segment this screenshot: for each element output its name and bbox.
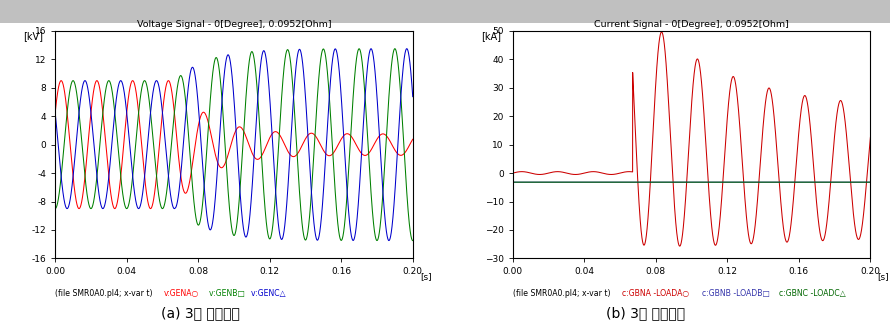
Text: (file SMR0A0.pl4; x-var t): (file SMR0A0.pl4; x-var t) (513, 289, 615, 298)
Text: [kA]: [kA] (481, 31, 501, 41)
Text: (b) 3상 전류신호: (b) 3상 전류신호 (606, 306, 684, 320)
Text: v:GENC△: v:GENC△ (247, 289, 286, 298)
Text: (a) 3상 전압신호: (a) 3상 전압신호 (161, 306, 239, 320)
Text: [s]: [s] (878, 272, 889, 281)
Text: [s]: [s] (420, 272, 432, 281)
Text: c:GBNA -LOADA○: c:GBNA -LOADA○ (622, 289, 689, 298)
Text: c:GBNB -LOADB□: c:GBNB -LOADB□ (697, 289, 770, 298)
Text: v:GENA○: v:GENA○ (165, 289, 199, 298)
Text: v:GENB□: v:GENB□ (204, 289, 245, 298)
Text: (file SMR0A0.pl4; x-var t): (file SMR0A0.pl4; x-var t) (55, 289, 158, 298)
Text: [kV]: [kV] (23, 31, 43, 41)
Text: c:GBNC -LOADC△: c:GBNC -LOADC△ (774, 289, 845, 298)
Title: Current Signal - 0[Degree], 0.0952[Ohm]: Current Signal - 0[Degree], 0.0952[Ohm] (595, 20, 789, 29)
Title: Voltage Signal - 0[Degree], 0.0952[Ohm]: Voltage Signal - 0[Degree], 0.0952[Ohm] (137, 20, 331, 29)
